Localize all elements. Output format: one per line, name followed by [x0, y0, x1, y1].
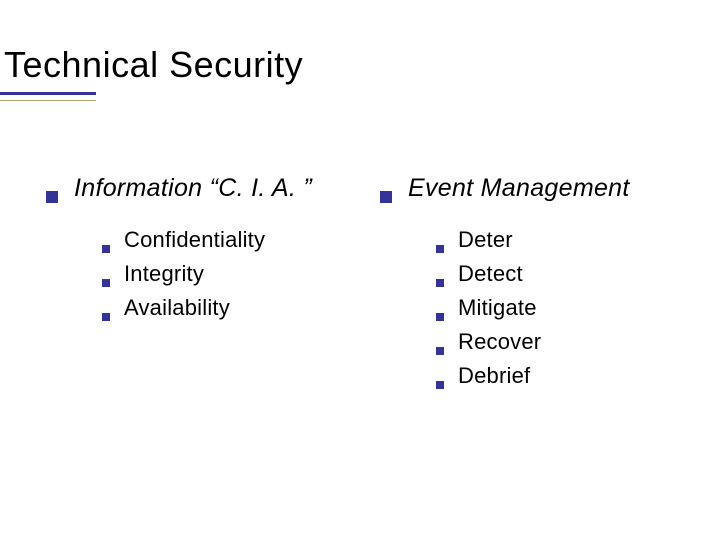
list-item: Confidentiality — [102, 227, 380, 253]
list-item-text: Availability — [124, 295, 230, 321]
slide: Technical Security Information “C. I. A.… — [0, 0, 720, 540]
list-item-text: Integrity — [124, 261, 204, 287]
square-bullet-icon — [436, 245, 444, 253]
list-item: Availability — [102, 295, 380, 321]
square-bullet-icon — [102, 245, 110, 253]
title-underline-thin — [0, 100, 96, 101]
column-right: Event Management Deter Detect Mitigate — [380, 174, 700, 397]
title-underline-thick — [0, 92, 96, 95]
square-bullet-icon — [436, 381, 444, 389]
square-bullet-icon — [436, 279, 444, 287]
list-item: Recover — [436, 329, 700, 355]
square-bullet-icon — [46, 191, 58, 203]
column-left: Information “C. I. A. ” Confidentiality … — [46, 174, 380, 397]
square-bullet-icon — [102, 279, 110, 287]
square-bullet-icon — [436, 347, 444, 355]
slide-title: Technical Security — [0, 44, 720, 86]
list-item-text: Mitigate — [458, 295, 537, 321]
list-item-text: Debrief — [458, 363, 530, 389]
list-item-text: Recover — [458, 329, 541, 355]
list-item: Mitigate — [436, 295, 700, 321]
sub-list: Confidentiality Integrity Availability — [46, 219, 380, 321]
list-item: Integrity — [102, 261, 380, 287]
square-bullet-icon — [102, 313, 110, 321]
list-item: Debrief — [436, 363, 700, 389]
square-bullet-icon — [436, 313, 444, 321]
title-area: Technical Security — [0, 0, 720, 86]
column-heading: Event Management — [408, 174, 630, 203]
square-bullet-icon — [380, 191, 392, 203]
column-heading: Information “C. I. A. ” — [74, 174, 312, 203]
list-item-text: Detect — [458, 261, 523, 287]
list-item-text: Deter — [458, 227, 513, 253]
heading-item: Event Management — [380, 174, 700, 203]
list-item-text: Confidentiality — [124, 227, 265, 253]
list-item: Detect — [436, 261, 700, 287]
sub-list: Deter Detect Mitigate Recover Debrief — [380, 219, 700, 389]
content-area: Information “C. I. A. ” Confidentiality … — [0, 86, 720, 397]
heading-item: Information “C. I. A. ” — [46, 174, 380, 203]
list-item: Deter — [436, 227, 700, 253]
